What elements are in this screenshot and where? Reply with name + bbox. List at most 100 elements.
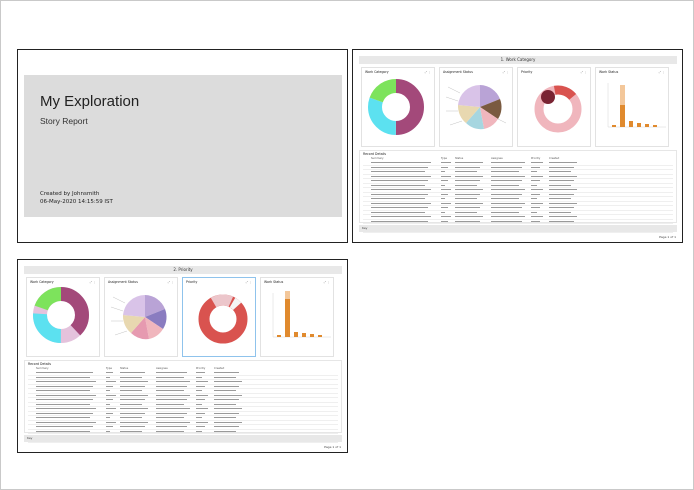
cell-placeholder	[120, 426, 145, 428]
col-summary[interactable]: Summary	[371, 157, 384, 160]
table-title: Record Details	[28, 362, 52, 366]
col-priority[interactable]: Priority	[531, 157, 541, 160]
cell-placeholder	[531, 216, 543, 218]
col-status[interactable]: Status	[120, 367, 129, 370]
slide-header: 2. Priority	[24, 266, 342, 274]
cell-placeholder	[196, 403, 202, 405]
table-title: Record Details	[363, 152, 387, 156]
cell-placeholder	[196, 399, 205, 401]
cell-placeholder	[549, 193, 574, 195]
cell-placeholder	[441, 175, 451, 177]
slide-work-category[interactable]: 1. Work Category Work Category ⤢ ⋮ Assig…	[352, 49, 683, 243]
card-assignment-status[interactable]: Assignment Status ⤢ ⋮	[439, 67, 513, 147]
col-type[interactable]: Type	[441, 157, 447, 160]
table-row[interactable]	[28, 389, 338, 394]
table-row[interactable]	[363, 166, 673, 170]
cell-placeholder	[106, 417, 110, 419]
record-details-table[interactable]: Record Details Summary Type Status Assig…	[359, 150, 677, 233]
cell-placeholder	[36, 381, 96, 383]
table-row[interactable]	[28, 398, 338, 403]
card-priority[interactable]: Priority ⤢ ⋮	[517, 67, 591, 147]
table-row[interactable]	[28, 403, 338, 407]
col-assignee[interactable]: Assignee	[491, 157, 503, 160]
table-row[interactable]	[363, 202, 673, 206]
table-row[interactable]	[363, 215, 673, 220]
col-created[interactable]: Created	[214, 367, 225, 370]
cell-placeholder	[371, 207, 428, 209]
cell-placeholder	[36, 372, 93, 374]
card-tools-icon[interactable]: ⤢ ⋮	[323, 280, 330, 284]
cell-placeholder	[371, 193, 428, 195]
card-work-category[interactable]: Work Category ⤢ ⋮	[26, 277, 100, 357]
donut-chart	[534, 85, 582, 133]
cell-placeholder	[120, 403, 142, 405]
card-work-category[interactable]: Work Category ⤢ ⋮	[361, 67, 435, 147]
table-row[interactable]	[363, 193, 673, 197]
table-row[interactable]	[363, 184, 673, 188]
card-tools-icon[interactable]: ⤢ ⋮	[658, 70, 665, 74]
card-tools-icon[interactable]: ⤢ ⋮	[502, 70, 509, 74]
table-row[interactable]	[28, 380, 338, 385]
col-assignee[interactable]: Assignee	[156, 367, 168, 370]
col-summary[interactable]: Summary	[36, 367, 49, 370]
col-created[interactable]: Created	[549, 157, 560, 160]
table-row[interactable]	[363, 170, 673, 175]
table-row[interactable]	[28, 394, 338, 398]
cell-placeholder	[156, 417, 184, 419]
table-row[interactable]	[363, 161, 673, 166]
cell-placeholder	[106, 430, 110, 432]
slide-priority[interactable]: 2. Priority Work Category ⤢ ⋮ Assignment…	[17, 259, 348, 453]
cell-placeholder	[441, 166, 448, 168]
table-row[interactable]	[363, 197, 673, 202]
table-row[interactable]	[28, 425, 338, 430]
card-work-status[interactable]: Work Status ⤢ ⋮	[260, 277, 334, 357]
cell-placeholder	[455, 180, 480, 182]
table-row[interactable]	[28, 407, 338, 412]
card-assignment-status[interactable]: Assignment Status ⤢ ⋮	[104, 277, 178, 357]
table-row[interactable]	[28, 421, 338, 425]
table-row[interactable]	[28, 412, 338, 416]
table-row[interactable]	[363, 220, 673, 224]
card-tools-icon[interactable]: ⤢ ⋮	[245, 280, 252, 284]
cell-placeholder	[214, 417, 236, 419]
cell-placeholder	[371, 220, 428, 222]
table-row[interactable]	[28, 416, 338, 421]
col-priority[interactable]: Priority	[196, 367, 206, 370]
table-row[interactable]	[28, 371, 338, 376]
table-row[interactable]	[363, 188, 673, 193]
donut-chart	[198, 294, 248, 344]
cell-placeholder	[196, 381, 208, 383]
card-tools-icon[interactable]: ⤢ ⋮	[89, 280, 96, 284]
cell-placeholder	[455, 198, 477, 200]
cell-placeholder	[36, 417, 90, 419]
table-row[interactable]	[363, 211, 673, 215]
table-row[interactable]	[28, 376, 338, 380]
table-row[interactable]	[28, 430, 338, 434]
table-row[interactable]	[28, 385, 338, 389]
table-row[interactable]	[363, 179, 673, 184]
cell-placeholder	[196, 376, 202, 378]
slide-cover[interactable]: My Exploration Story Report Created by J…	[17, 49, 348, 243]
card-tools-icon[interactable]: ⤢ ⋮	[167, 280, 174, 284]
cell-placeholder	[371, 202, 431, 204]
card-tools-icon[interactable]: ⤢ ⋮	[424, 70, 431, 74]
col-status[interactable]: Status	[455, 157, 464, 160]
cell-placeholder	[441, 198, 445, 200]
table-row[interactable]	[363, 206, 673, 211]
card-work-status[interactable]: Work Status ⤢ ⋮	[595, 67, 669, 147]
table-row[interactable]	[363, 175, 673, 179]
record-details-table[interactable]: Record Details Summary Type Status Assig…	[24, 360, 342, 443]
cell-placeholder	[106, 394, 116, 396]
card-tools-icon[interactable]: ⤢ ⋮	[580, 70, 587, 74]
cell-placeholder	[455, 193, 480, 195]
cell-placeholder	[441, 202, 451, 204]
cell-placeholder	[491, 207, 522, 209]
cell-placeholder	[549, 171, 571, 173]
cell-placeholder	[36, 376, 90, 378]
cell-placeholder	[455, 166, 480, 168]
cell-placeholder	[214, 430, 236, 432]
card-priority[interactable]: Priority ⤢ ⋮	[182, 277, 256, 357]
cell-placeholder	[106, 412, 113, 414]
cell-placeholder	[36, 421, 96, 423]
col-type[interactable]: Type	[106, 367, 112, 370]
